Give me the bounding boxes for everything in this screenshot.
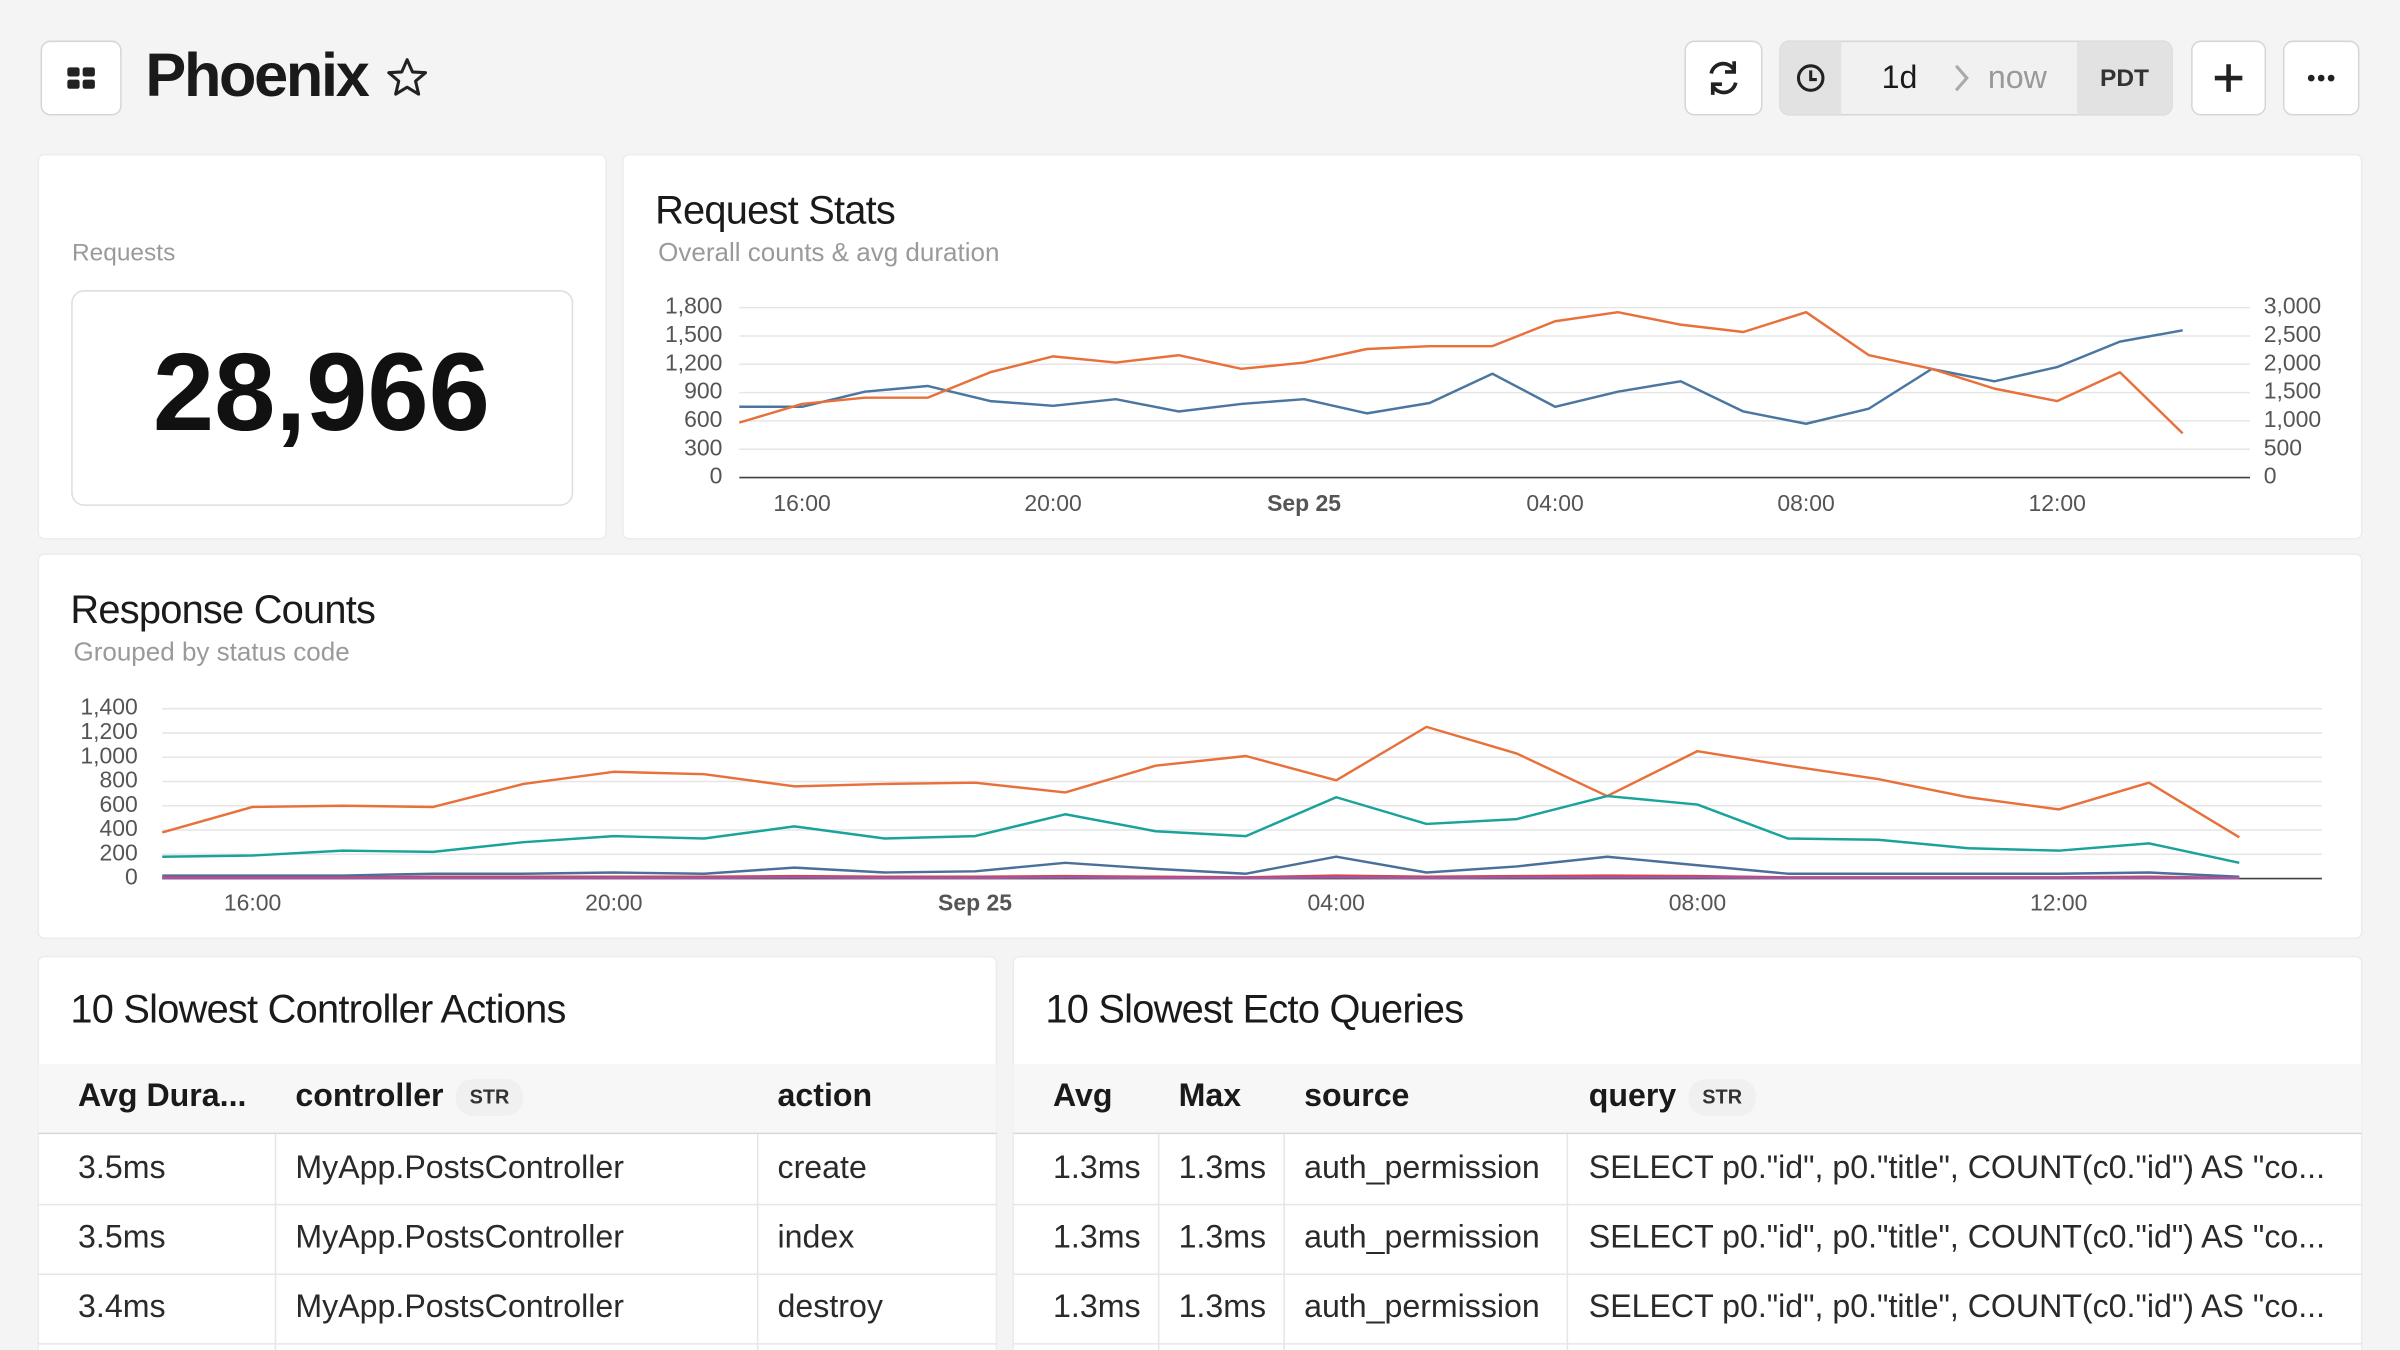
x-tick-label: 20:00: [585, 890, 642, 916]
table-cell: 1.3ms: [1179, 1149, 1266, 1185]
y-tick-label: 300: [684, 434, 722, 460]
y-tick-label: 0: [710, 463, 723, 489]
chart-card: [38, 554, 2361, 938]
type-badge-text: STR: [1702, 1086, 1742, 1108]
x-tick-label: 12:00: [2028, 490, 2085, 516]
y-tick-label: 1,200: [665, 349, 722, 375]
table-cell: auth_permission: [1304, 1149, 1540, 1185]
dashboard-title: Phoenix: [145, 41, 369, 109]
y-tick-label: 800: [99, 767, 137, 793]
column-header: controller: [295, 1077, 444, 1113]
table-cell: auth_permission: [1304, 1219, 1540, 1255]
y2-tick-label: 2,500: [2264, 321, 2321, 347]
x-tick-label: 16:00: [224, 890, 281, 916]
stat-value: 28,966: [153, 331, 490, 454]
y-tick-label: 200: [99, 839, 137, 865]
more-icon: [2308, 75, 2335, 82]
table-cell: create: [778, 1149, 867, 1185]
table-cell: SELECT p0."id", p0."title", COUNT(c0."id…: [1589, 1219, 2325, 1255]
x-tick-label: Sep 25: [938, 890, 1012, 916]
series-line: [162, 877, 2239, 878]
y-tick-label: 1,400: [80, 694, 137, 720]
table-cell: SELECT p0."id", p0."title", COUNT(c0."id…: [1589, 1288, 2325, 1324]
time-to[interactable]: now: [1988, 59, 2048, 95]
x-tick-label: 16:00: [773, 490, 830, 516]
y2-tick-label: 0: [2264, 463, 2277, 489]
y2-tick-label: 2,000: [2264, 349, 2321, 375]
table-cell: 3.5ms: [78, 1219, 165, 1255]
time-from[interactable]: 1d: [1882, 59, 1918, 95]
y-tick-label: 600: [684, 406, 722, 432]
column-header: Avg Dura...: [78, 1077, 246, 1113]
table-cell: auth_permission: [1304, 1288, 1540, 1324]
x-tick-label: 20:00: [1024, 490, 1081, 516]
y-tick-label: 0: [125, 864, 138, 890]
y2-tick-label: 1,000: [2264, 406, 2321, 432]
refresh-button[interactable]: [1685, 41, 1762, 114]
x-tick-label: 12:00: [2030, 890, 2087, 916]
table-cell: 1.3ms: [1053, 1149, 1140, 1185]
table-cell: 1.3ms: [1053, 1219, 1140, 1255]
table-cell: MyApp.PostsController: [295, 1149, 624, 1185]
chart-title: Request Stats: [655, 188, 895, 232]
y-tick-label: 600: [99, 791, 137, 817]
x-tick-label: 08:00: [1777, 490, 1834, 516]
y-tick-label: 1,000: [80, 742, 137, 768]
menu-button[interactable]: [41, 41, 121, 114]
column-header: Max: [1179, 1077, 1242, 1113]
x-tick-label: 04:00: [1308, 890, 1365, 916]
table-cell: 1.3ms: [1179, 1288, 1266, 1324]
table-title: 10 Slowest Controller Actions: [70, 987, 565, 1031]
table-cell: SELECT p0."id", p0."title", COUNT(c0."id…: [1589, 1149, 2325, 1185]
table-cell: 1.3ms: [1179, 1219, 1266, 1255]
table-cell: MyApp.PostsController: [295, 1219, 624, 1255]
x-tick-label: 04:00: [1526, 490, 1583, 516]
chart-subtitle: Overall counts & avg duration: [658, 237, 999, 267]
y2-tick-label: 3,000: [2264, 293, 2321, 319]
column-header: query: [1589, 1077, 1677, 1113]
y-tick-label: 1,200: [80, 718, 137, 744]
chart-subtitle: Grouped by status code: [73, 636, 349, 666]
type-badge-text: STR: [470, 1086, 510, 1108]
table-cell: MyApp.PostsController: [295, 1288, 624, 1324]
column-header: action: [778, 1077, 873, 1113]
stat-label: Requests: [72, 240, 175, 267]
table-cell: index: [778, 1219, 855, 1255]
chart-title: Response Counts: [70, 588, 375, 632]
table-title: 10 Slowest Ecto Queries: [1045, 987, 1463, 1031]
y2-tick-label: 1,500: [2264, 378, 2321, 404]
table-cell: 1.3ms: [1053, 1288, 1140, 1324]
column-header: Avg: [1053, 1077, 1113, 1113]
y-tick-label: 400: [99, 815, 137, 841]
y-tick-label: 900: [684, 378, 722, 404]
x-tick-label: 08:00: [1669, 890, 1726, 916]
y-tick-label: 1,800: [665, 293, 722, 319]
table-cell: 3.5ms: [78, 1149, 165, 1185]
table-cell: destroy: [778, 1288, 883, 1324]
favorite-star[interactable]: [389, 60, 426, 94]
x-tick-label: Sep 25: [1267, 490, 1341, 516]
timezone: PDT: [2100, 65, 2149, 92]
table-cell: 3.4ms: [78, 1288, 165, 1324]
y-tick-label: 1,500: [665, 321, 722, 347]
y2-tick-label: 500: [2264, 434, 2302, 460]
column-header: source: [1304, 1077, 1409, 1113]
